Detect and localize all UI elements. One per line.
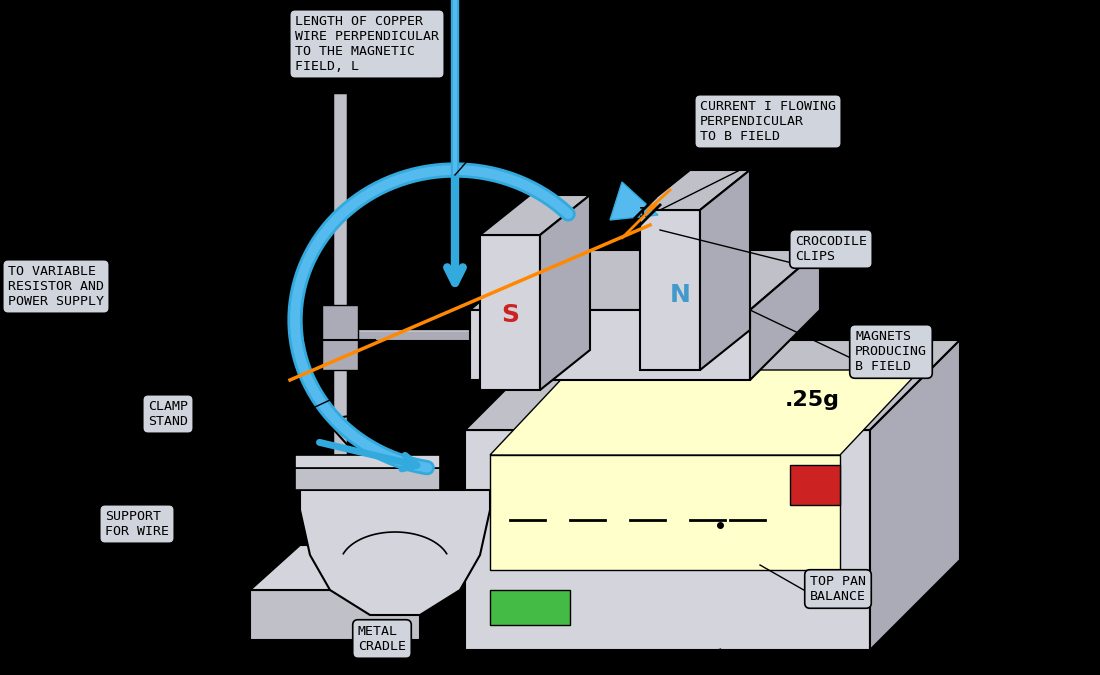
Text: CROCODILE
CLIPS: CROCODILE CLIPS [795, 235, 867, 263]
Text: SUPPORT
FOR WIRE: SUPPORT FOR WIRE [104, 510, 169, 538]
Polygon shape [790, 465, 840, 505]
Polygon shape [700, 170, 750, 370]
Text: CLAMP
STAND: CLAMP STAND [148, 400, 188, 428]
Polygon shape [490, 455, 840, 570]
Text: I: I [639, 206, 647, 220]
Polygon shape [490, 590, 570, 625]
Polygon shape [322, 305, 358, 370]
Text: TO VARIABLE
RESISTOR AND
POWER SUPPLY: TO VARIABLE RESISTOR AND POWER SUPPLY [8, 265, 104, 308]
Polygon shape [250, 545, 470, 590]
Polygon shape [295, 468, 440, 490]
Polygon shape [490, 320, 520, 355]
Polygon shape [470, 310, 750, 380]
Polygon shape [750, 250, 820, 380]
Polygon shape [470, 250, 820, 310]
Polygon shape [300, 490, 490, 615]
Polygon shape [640, 210, 700, 370]
Polygon shape [295, 455, 440, 468]
Text: MAGNETS
PRODUCING
B FIELD: MAGNETS PRODUCING B FIELD [855, 330, 927, 373]
Text: METAL
CRADLE: METAL CRADLE [358, 625, 406, 653]
Text: CURRENT I FLOWING
PERPENDICULAR
TO B FIELD: CURRENT I FLOWING PERPENDICULAR TO B FIE… [700, 100, 836, 143]
Polygon shape [610, 182, 658, 220]
Text: S: S [500, 303, 519, 327]
Polygon shape [465, 430, 870, 650]
Text: .25g: .25g [785, 390, 840, 410]
Polygon shape [465, 340, 960, 430]
Text: LENGTH OF COPPER
WIRE PERPENDICULAR
TO THE MAGNETIC
FIELD, L: LENGTH OF COPPER WIRE PERPENDICULAR TO T… [295, 15, 439, 73]
Polygon shape [870, 340, 960, 650]
Polygon shape [480, 195, 590, 235]
Polygon shape [490, 370, 920, 455]
Polygon shape [250, 590, 420, 640]
Polygon shape [540, 195, 590, 390]
Polygon shape [640, 170, 750, 210]
Polygon shape [480, 235, 540, 390]
Text: N: N [670, 283, 691, 307]
Text: TOP PAN
BALANCE: TOP PAN BALANCE [810, 575, 866, 603]
